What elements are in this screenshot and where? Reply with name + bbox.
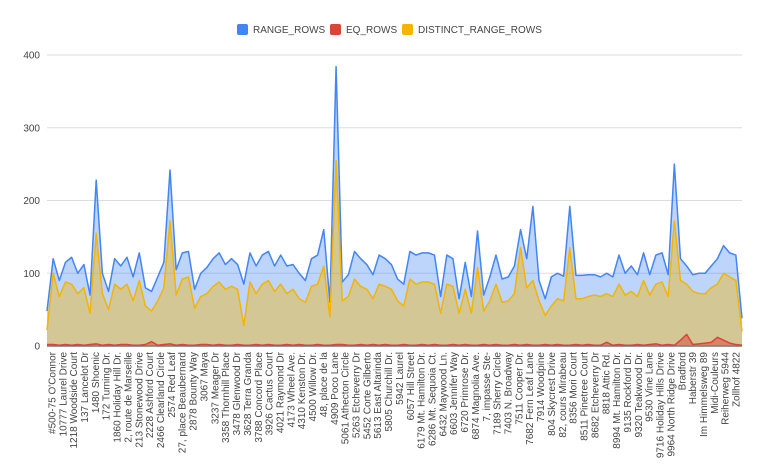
legend-label: DISTINCT_RANGE_ROWS	[418, 25, 542, 36]
x-tick-label: 10777 Laurel Drive	[58, 352, 69, 437]
y-tick-label: 100	[23, 269, 40, 280]
x-tick-label: 5061 Athecton Circle	[341, 352, 352, 445]
x-tick-label: 6179 Mt. Hamilton Dr.	[417, 352, 428, 449]
x-tick-label: 6720 Primrose Dr.	[460, 352, 471, 433]
x-tick-label: 2574 Red Leaf	[167, 352, 178, 418]
x-tick-label: 7189 Sherry Circle	[493, 352, 504, 435]
x-tick-label: 8994 Mt. Hamilton Dr.	[612, 352, 623, 449]
x-tick-label: 3926 Cactus Court	[265, 352, 276, 436]
x-tick-label: 48, place de la	[319, 352, 330, 417]
x-tick-label: 7914 Woodpine	[536, 352, 547, 422]
x-tick-label: #500-75 O'Connor	[47, 351, 58, 434]
legend-swatch	[330, 24, 341, 35]
x-tick-label: 9530 Vine Lane	[645, 352, 656, 422]
x-tick-label: 8511 Pinetree Court	[580, 352, 591, 441]
x-tick-label: 6874 Magnolia Ave.	[471, 352, 482, 440]
x-tick-label: 8818 Attic Rd.	[601, 352, 612, 414]
x-tick-label: 9320 Teakwood Dr.	[634, 352, 645, 437]
x-tick-label: Zollhof 4822	[732, 352, 743, 407]
x-tick-label: 27, place Beaubernard	[178, 352, 189, 453]
x-tick-label: 6432 Maywood Ln.	[438, 352, 449, 437]
x-tick-label: 82, cours Mirabeau	[558, 352, 569, 438]
x-tick-label: 1218 Woodside Court	[69, 352, 80, 449]
x-tick-label: 4173 Wheel Ave.	[286, 352, 297, 427]
x-tick-label: 9964 North Ridge Drive	[666, 352, 677, 457]
x-tick-label: 6603 Jennifer Way	[449, 352, 460, 435]
series-line-distinct-range-rows	[46, 159, 743, 332]
legend-label: EQ_ROWS	[346, 25, 397, 36]
x-tick-label: 7682 Fern Leaf Lane	[525, 352, 536, 445]
x-tick-label: 9135 Rockford Dr.	[623, 352, 634, 433]
x-tick-label: 3788 Concord Place	[254, 352, 265, 443]
x-axis-ticks: #500-75 O'Connor 10777 Laurel Drive 1218 W…	[47, 351, 742, 458]
x-tick-label: 3067 Maya	[199, 352, 210, 402]
x-tick-label: 5805 Churchill Dr.	[384, 352, 395, 431]
x-tick-label: 6057 Hill Street	[406, 352, 417, 421]
x-tick-label: 3628 Terra Granda	[243, 352, 254, 436]
x-tick-label: 3237 Meager Dr	[210, 351, 221, 424]
x-tick-label: 1480 Shoenic	[91, 352, 102, 413]
series-line-eq-rows	[47, 333, 743, 347]
x-tick-label: 9716 Holiday Hills Drive	[656, 352, 667, 459]
x-tick-label: 4310 Kenston Dr.	[297, 352, 308, 429]
x-tick-label: Reiherweg 5944	[721, 352, 732, 425]
x-tick-label: Midi-Couleurs	[710, 352, 721, 414]
x-tick-label: 5942 Laurel	[395, 352, 406, 405]
x-tick-label: Haberstr 39	[688, 352, 699, 405]
y-tick-label: 200	[23, 196, 40, 207]
y-tick-label: 400	[23, 51, 40, 62]
x-tick-label: 4909 Poco Lane	[330, 352, 341, 425]
series-line-range-rows	[46, 65, 743, 319]
series-area-range-rows	[47, 66, 742, 346]
x-tick-label: 2466 Clearland Circle	[156, 352, 167, 449]
x-tick-label: 8356 Mori Court	[569, 352, 580, 424]
legend-label: RANGE_ROWS	[253, 25, 326, 36]
x-tick-label: 7, impasse Ste-	[482, 352, 493, 421]
series-area-distinct-range-rows	[47, 160, 742, 346]
legend-item-eq-rows[interactable]: EQ_ROWS	[330, 24, 397, 36]
y-axis-ticks: 0 100 200 300 400	[23, 51, 40, 353]
plot-area	[46, 65, 743, 347]
x-tick-label: 1860 Holiday Hill Dr.	[113, 352, 124, 443]
x-tick-label: Im Himmelsweg 89	[699, 352, 710, 437]
x-tick-label: 6286 Mt. Sequoia Ct.	[428, 352, 439, 446]
x-tick-label: 8682 Etcheverry Dr	[590, 351, 601, 438]
x-tick-label: 2, route de Marseille	[123, 352, 134, 443]
x-tick-label: 4021 Raymond Dr	[275, 351, 286, 433]
y-tick-label: 0	[34, 342, 40, 353]
x-tick-label: 137 Lancelot Dr	[80, 351, 91, 422]
x-tick-label: 5452 Corte Gilberto	[362, 352, 373, 440]
x-tick-label: 3478 Glenwood Dr	[232, 351, 243, 435]
x-tick-label: 5263 Etcheverry Dr	[351, 351, 362, 438]
legend-swatch	[237, 24, 248, 35]
legend-swatch	[402, 24, 413, 35]
x-tick-label: Bradford	[677, 352, 688, 390]
x-tick-label: 4500 Willow Dr.	[308, 352, 319, 421]
y-tick-label: 300	[23, 123, 40, 134]
legend-item-range-rows[interactable]: RANGE_ROWS	[237, 24, 326, 36]
legend[interactable]: RANGE_ROWS EQ_ROWS DISTINCT_RANGE_ROWS	[237, 24, 542, 36]
x-tick-label: 804 Skycrest Drive	[547, 352, 558, 436]
x-tick-label: 2878 Bounty Way	[189, 352, 200, 431]
legend-item-distinct-range-rows[interactable]: DISTINCT_RANGE_ROWS	[402, 24, 542, 36]
x-tick-label: 2228 Ashford Court	[145, 352, 156, 438]
x-tick-label: 3358 Thornhill Place	[221, 352, 232, 443]
x-tick-label: 7403 N. Broadway	[504, 352, 515, 434]
x-tick-label: 5613 East Altarinda	[373, 352, 384, 439]
x-tick-label: 172 Turning Dr.	[102, 352, 113, 420]
x-tick-label: 7511 Cooper Dr.	[514, 352, 525, 425]
x-tick-label: 213 Stonewood Drive	[134, 352, 145, 448]
